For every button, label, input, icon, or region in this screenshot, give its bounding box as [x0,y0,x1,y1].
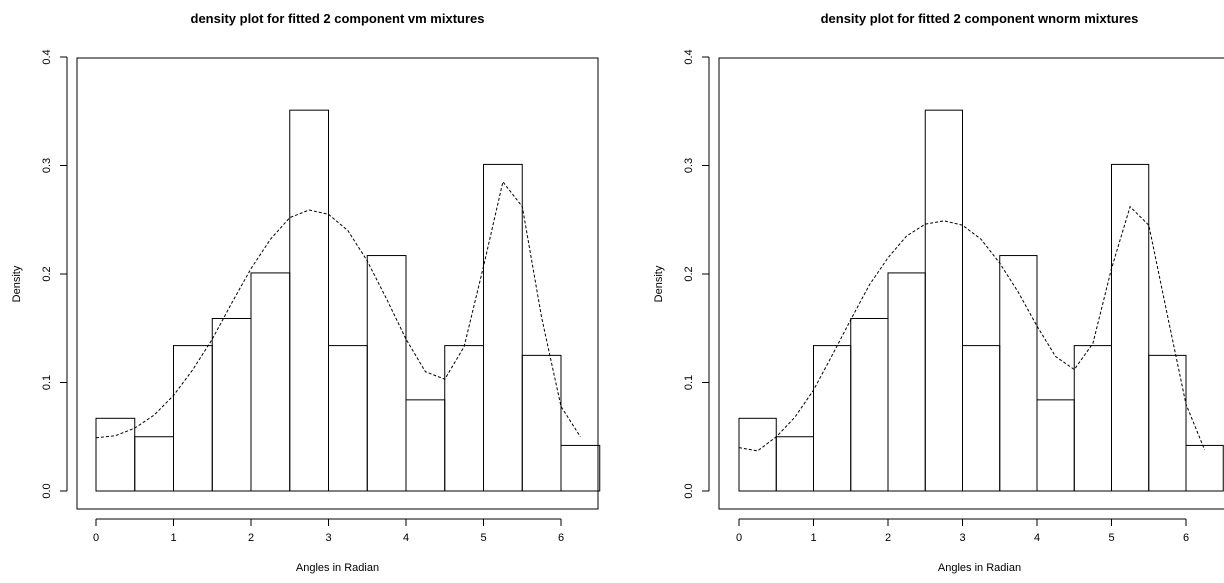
histogram-bar [1111,163,1150,492]
histogram-bar [924,109,963,492]
histogram-bar [560,444,601,492]
histogram-bar [328,345,368,492]
y-axis-label: Density [11,265,23,302]
x-tick-label: 1 [170,532,176,544]
y-tick-label: 0.2 [41,266,53,281]
histogram-bar [999,255,1038,492]
x-tick-label: 5 [1108,532,1114,544]
y-tick-label: 0.1 [683,375,695,390]
x-tick-label: 1 [810,532,816,544]
histogram-bar [134,436,174,492]
histogram-bar [850,317,889,492]
y-tick-label: 0.1 [41,375,53,390]
histogram-bar [173,345,213,492]
y-tick-label: 0.4 [683,49,695,64]
histogram-bar [366,255,407,492]
histogram-bar [483,163,523,492]
y-tick-label: 0.3 [41,158,53,173]
histogram-bar [405,399,446,492]
y-tick-label: 0.4 [41,49,53,64]
histogram-bar [95,417,136,492]
histogram-bar [289,109,329,492]
y-axis-label: Density [653,265,665,302]
x-tick-label: 2 [248,532,254,544]
y-tick-label: 0.0 [41,483,53,498]
y-tick-label: 0.2 [683,266,695,281]
x-tick-label: 4 [403,532,409,544]
density-curve [738,205,1206,452]
histogram-bar [1148,354,1187,492]
x-axis-label: Angles in Radian [296,562,379,574]
x-axis-label: Angles in Radian [938,562,1021,574]
histogram-bar [738,417,777,492]
x-tick-label: 0 [93,532,99,544]
x-tick-label: 5 [480,532,486,544]
chart-panel-2: density plot for fitted 2 component wnor… [653,11,1224,574]
x-tick-label: 3 [959,532,965,544]
plot-frame [718,57,1224,510]
histogram-bar [962,345,1001,492]
chart-panel-1: density plot for fitted 2 component vm m… [11,11,601,574]
histogram-bar [211,317,252,492]
histogram-bar [1185,444,1224,492]
histogram-bar [813,345,852,492]
histogram-bar [444,345,484,492]
x-tick-label: 2 [885,532,891,544]
x-tick-label: 3 [325,532,331,544]
histogram-bar [775,436,814,492]
histogram-bar [1073,345,1112,492]
density-curve [95,180,581,439]
y-tick-label: 0.3 [683,158,695,173]
x-tick-label: 0 [736,532,742,544]
chart-title: density plot for fitted 2 component vm m… [191,11,485,26]
y-tick-label: 0.0 [683,483,695,498]
x-tick-label: 6 [558,532,564,544]
histogram-bar [887,272,926,492]
histogram-bar [521,354,562,492]
plot-frame [76,57,599,510]
histogram-bar [1036,399,1075,492]
x-tick-label: 4 [1034,532,1040,544]
histogram-bar [250,272,291,492]
x-tick-label: 6 [1183,532,1189,544]
chart-title: density plot for fitted 2 component wnor… [821,11,1139,26]
